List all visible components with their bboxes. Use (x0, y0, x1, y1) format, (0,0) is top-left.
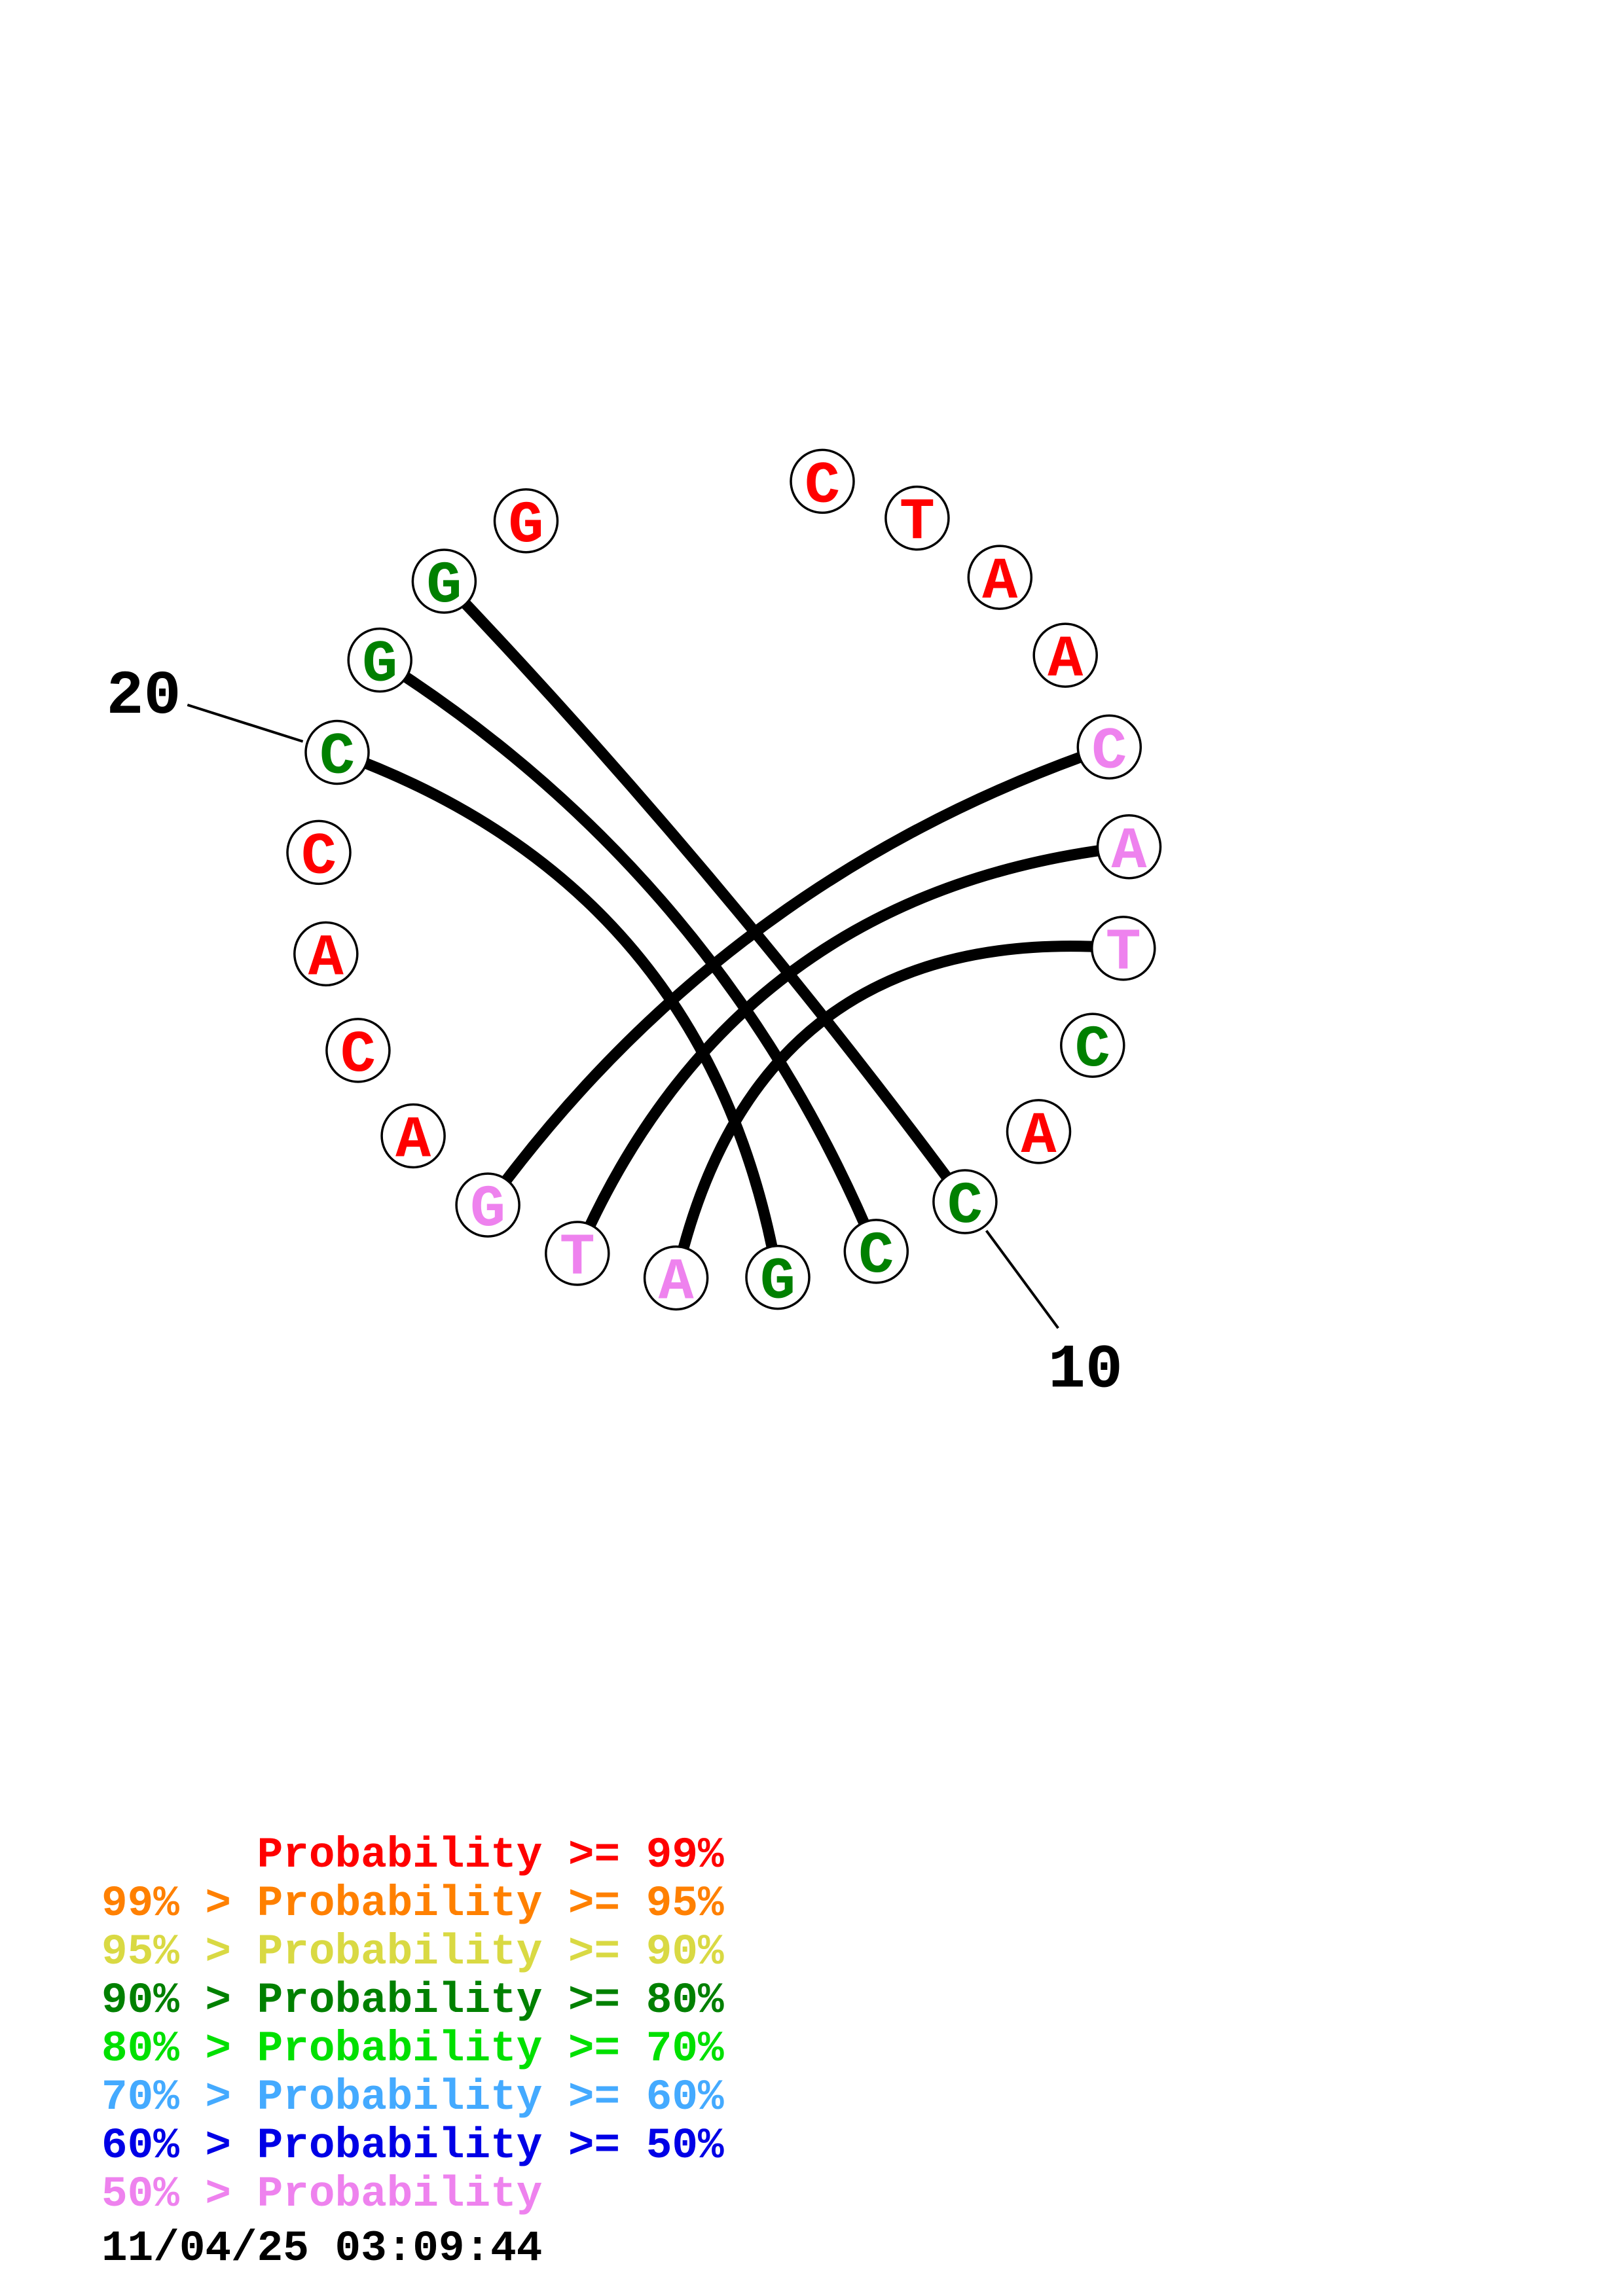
nucleotide-circle-7 (1091, 916, 1156, 981)
legend-item: 60% > Probability >= 50% (101, 2121, 724, 2170)
legend-item: 70% > Probability >= 60% (101, 2073, 724, 2122)
nucleotide-base-4: A (1048, 627, 1084, 694)
nucleotide-base-6: A (1111, 819, 1147, 886)
nucleotide-base-18: A (308, 925, 344, 992)
legend-item: Probability >= 99% (101, 1831, 724, 1880)
pair-arc-6-14 (572, 841, 1135, 1259)
legend: Probability >= 99% 99% > Probability >= 9… (101, 1831, 724, 2219)
nucleotide-base-17: C (340, 1022, 376, 1089)
nucleotide-circle-18 (293, 921, 359, 987)
nucleotide-circle-8 (1060, 1013, 1125, 1078)
nucleotide-circle-5 (1076, 714, 1142, 780)
nucleotide-circle-9 (1006, 1099, 1072, 1164)
nucleotide-base-12: G (760, 1249, 795, 1316)
nucleotide-circle-1 (790, 448, 855, 514)
nucleotide-base-1: C (805, 453, 840, 520)
nucleotide-base-9: A (1021, 1103, 1057, 1170)
nucleotide-base-8: C (1075, 1017, 1110, 1084)
nucleotide-base-20: C (319, 725, 355, 791)
nucleotide-base-19: C (301, 824, 337, 891)
nucleotide-base-14: T (560, 1225, 595, 1292)
nucleotide-circle-12 (745, 1244, 811, 1310)
position-label-20: 20 (106, 661, 181, 732)
pair-arc-12-20 (331, 747, 784, 1283)
nucleotide-circle-2 (884, 485, 950, 551)
legend-item: 95% > Probability >= 90% (101, 1928, 724, 1977)
nucleotide-base-10: C (947, 1174, 983, 1240)
nucleotide-circle-15 (455, 1172, 520, 1238)
nucleotide-circle-19 (286, 819, 352, 886)
pair-arc-11-21 (374, 655, 882, 1257)
nucleotide-circle-10 (932, 1169, 998, 1234)
nucleotide-base-7: T (1106, 920, 1141, 987)
legend-item: 80% > Probability >= 70% (101, 2024, 724, 2073)
nucleotide-base-21: G (362, 632, 397, 699)
pair-arc-5-15 (482, 741, 1115, 1211)
nucleotide-circle-16 (380, 1103, 446, 1169)
nucleotide-base-13: A (659, 1250, 695, 1317)
nucleotide-circle-17 (325, 1018, 391, 1083)
nucleotide-circle-6 (1096, 814, 1162, 880)
nucleotide-circle-22 (411, 548, 477, 614)
legend-item: 50% > Probability (101, 2170, 543, 2219)
nucleotide-circle-20 (304, 719, 370, 785)
nucleotide-circle-21 (347, 627, 412, 693)
nucleotide-circle-4 (1032, 622, 1098, 688)
nucleotide-circle-14 (545, 1221, 610, 1286)
pair-arc-10-22 (438, 575, 971, 1208)
nucleotide-circle-11 (843, 1219, 909, 1284)
nucleotide-base-3: A (982, 549, 1018, 616)
nucleotide-base-16: A (395, 1108, 431, 1175)
leader-line-10 (985, 1230, 1059, 1329)
nucleotide-base-22: G (426, 553, 462, 620)
timestamp: 11/04/25 03:09:44 (101, 2224, 543, 2273)
nucleotide-base-15: G (470, 1177, 505, 1244)
nucleotide-base-2: T (900, 490, 935, 557)
nucleotide-base-5: C (1091, 719, 1127, 785)
legend-item: 99% > Probability >= 95% (101, 1879, 724, 1928)
nucleotide-circle-3 (967, 545, 1033, 610)
nucleotide-base-11: C (858, 1223, 894, 1290)
leader-line-20 (187, 704, 304, 743)
position-label-10: 10 (1048, 1335, 1123, 1406)
nucleotide-circle-13 (643, 1245, 709, 1311)
nucleotide-circle-23 (493, 488, 559, 554)
legend-item: 90% > Probability >= 80% (101, 1976, 724, 2025)
nucleotide-base-23: G (508, 493, 543, 560)
